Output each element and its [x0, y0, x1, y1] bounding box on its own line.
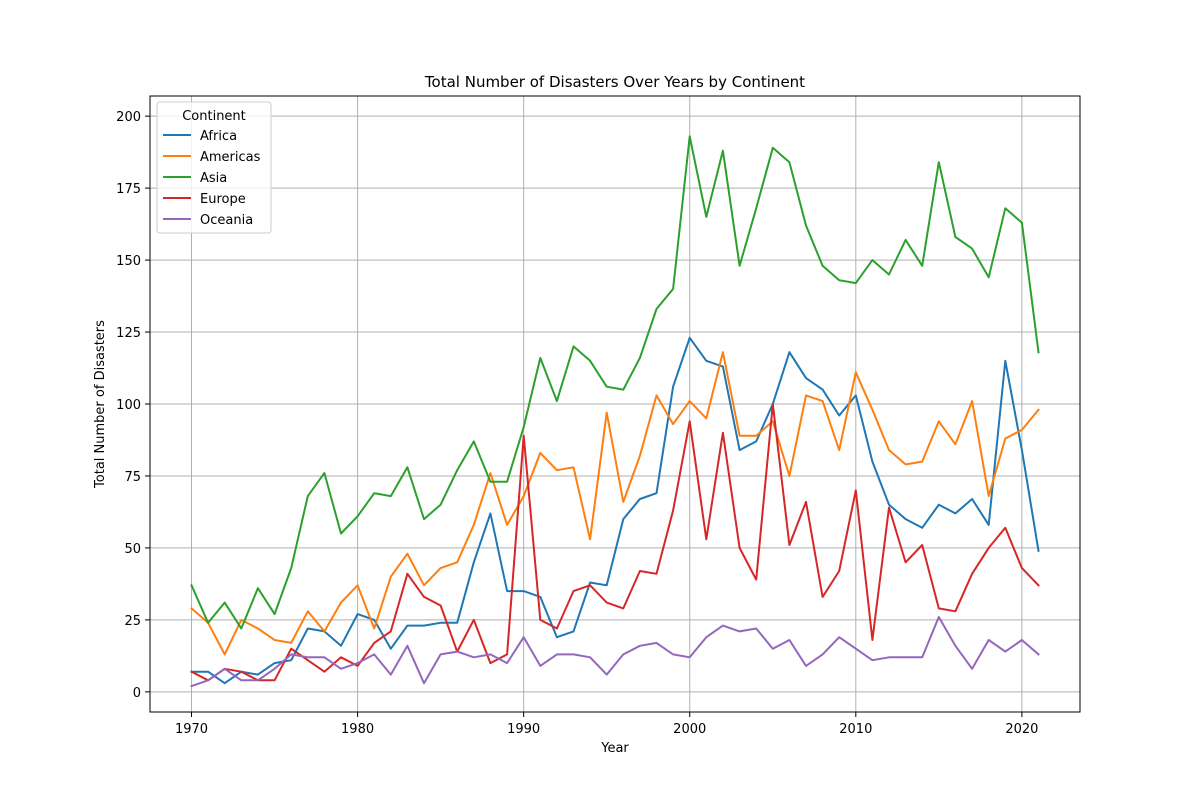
x-tick-label: 1990 — [507, 722, 540, 737]
legend-label-americas: Americas — [200, 150, 261, 165]
legend: Continent Africa Americas Asia Europe Oceani… — [156, 101, 272, 234]
legend-label-asia: Asia — [200, 171, 227, 186]
y-tick-label: 50 — [124, 542, 141, 557]
series-line-oceania — [190, 616, 1040, 688]
legend-label-europe: Europe — [200, 192, 246, 207]
series-line-europe — [190, 403, 1040, 682]
grid-lines — [150, 96, 1080, 712]
y-tick-label: 0 — [133, 686, 141, 701]
y-axis-label: Total Number of Disasters — [93, 320, 108, 489]
y-tick-label: 175 — [116, 182, 141, 197]
y-tick-label: 150 — [116, 254, 141, 269]
chart-title: Total Number of Disasters Over Years by … — [424, 73, 805, 91]
axis-ticks: 1970 1980 1990 2000 2010 2020 0 25 50 75 100 125 150… — [116, 110, 1038, 737]
x-tick-label: 2000 — [673, 722, 706, 737]
series-line-africa — [190, 336, 1040, 685]
y-tick-label: 25 — [124, 614, 141, 629]
y-tick-label: 75 — [124, 470, 141, 485]
legend-label-oceania: Oceania — [200, 213, 253, 228]
legend-items: Africa Americas Asia Europe Oceania — [163, 129, 261, 228]
series-line-asia — [190, 135, 1040, 630]
y-tick-label: 100 — [116, 398, 141, 413]
series-lines — [190, 135, 1040, 688]
series-line-americas — [190, 351, 1040, 656]
legend-label-africa: Africa — [200, 129, 237, 144]
x-tick-label: 1980 — [341, 722, 374, 737]
y-tick-label: 200 — [116, 110, 141, 125]
x-tick-label: 2020 — [1005, 722, 1038, 737]
x-axis-label: Year — [600, 741, 629, 756]
x-tick-label: 1970 — [175, 722, 208, 737]
legend-title: Continent — [182, 109, 246, 124]
y-tick-label: 125 — [116, 326, 141, 341]
x-tick-label: 2010 — [839, 722, 872, 737]
